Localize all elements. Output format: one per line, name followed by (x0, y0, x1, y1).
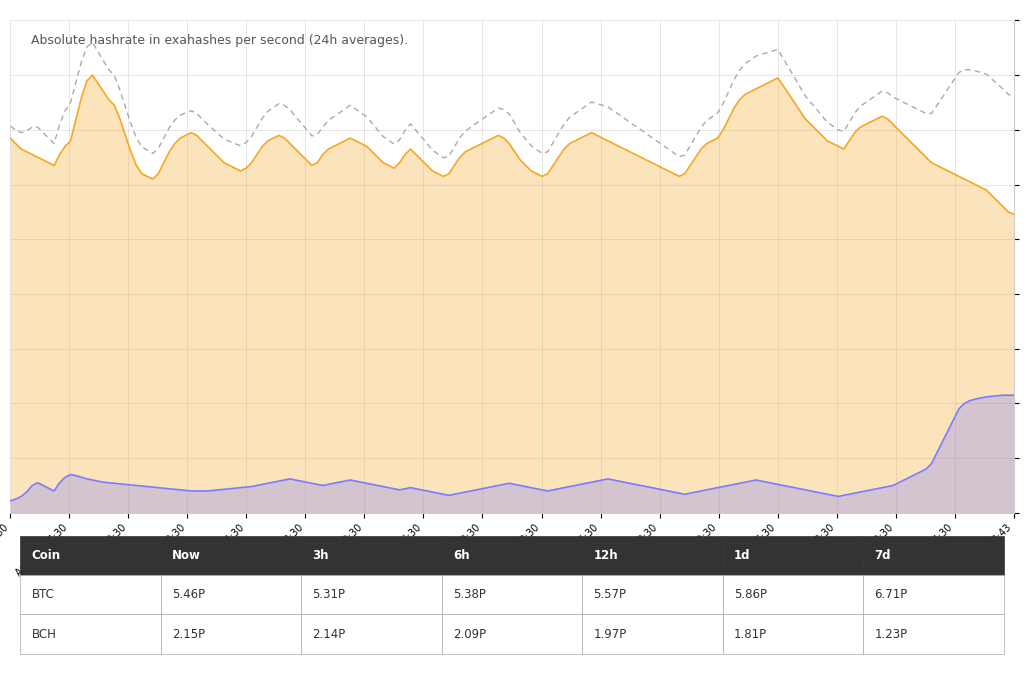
Text: 1.81P: 1.81P (734, 628, 767, 641)
FancyBboxPatch shape (863, 615, 1004, 654)
FancyBboxPatch shape (583, 575, 723, 615)
FancyBboxPatch shape (863, 575, 1004, 615)
FancyBboxPatch shape (20, 535, 161, 575)
FancyBboxPatch shape (863, 535, 1004, 575)
FancyBboxPatch shape (723, 615, 863, 654)
Text: 2.14P: 2.14P (312, 628, 346, 641)
FancyBboxPatch shape (161, 615, 301, 654)
Text: 3h: 3h (312, 549, 329, 562)
Text: BTC: BTC (32, 588, 54, 601)
Text: Absolute hashrate in exahashes per second (24h averages).: Absolute hashrate in exahashes per secon… (31, 34, 408, 47)
FancyBboxPatch shape (723, 535, 863, 575)
Text: 12h: 12h (594, 549, 618, 562)
FancyBboxPatch shape (723, 575, 863, 615)
FancyBboxPatch shape (441, 575, 583, 615)
FancyBboxPatch shape (161, 575, 301, 615)
Text: 2.15P: 2.15P (172, 628, 205, 641)
FancyBboxPatch shape (161, 535, 301, 575)
FancyBboxPatch shape (583, 535, 723, 575)
Text: Coin: Coin (32, 549, 60, 562)
FancyBboxPatch shape (301, 575, 441, 615)
Text: 6.71P: 6.71P (874, 588, 907, 601)
Text: 5.46P: 5.46P (172, 588, 205, 601)
Text: 6h: 6h (453, 549, 470, 562)
FancyBboxPatch shape (301, 535, 441, 575)
Text: 5.31P: 5.31P (312, 588, 345, 601)
X-axis label: Date/Time: Date/Time (479, 584, 545, 597)
Text: 2.09P: 2.09P (453, 628, 486, 641)
FancyBboxPatch shape (441, 615, 583, 654)
FancyBboxPatch shape (20, 615, 161, 654)
Text: 1d: 1d (734, 549, 751, 562)
Text: 5.38P: 5.38P (453, 588, 485, 601)
Text: 7d: 7d (874, 549, 891, 562)
Text: BCH: BCH (32, 628, 56, 641)
FancyBboxPatch shape (301, 615, 441, 654)
FancyBboxPatch shape (583, 615, 723, 654)
Text: 5.57P: 5.57P (594, 588, 627, 601)
Text: 5.86P: 5.86P (734, 588, 767, 601)
Text: 1.97P: 1.97P (594, 628, 627, 641)
Text: Now: Now (172, 549, 201, 562)
FancyBboxPatch shape (20, 575, 161, 615)
Text: 1.23P: 1.23P (874, 628, 907, 641)
FancyBboxPatch shape (441, 535, 583, 575)
